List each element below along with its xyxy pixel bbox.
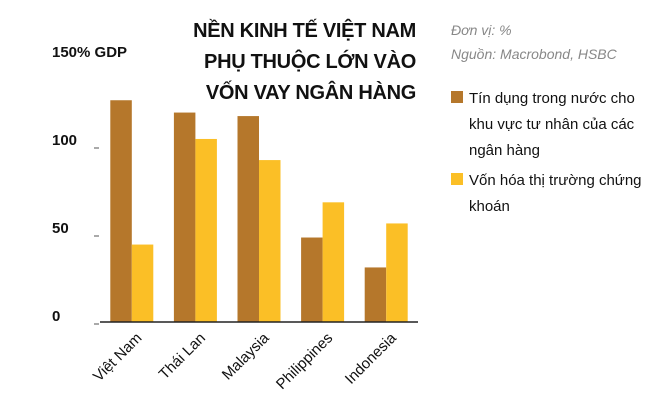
y-tick-label: 100	[52, 132, 77, 149]
x-tick-label: Thái Lan	[156, 330, 209, 383]
bar	[301, 237, 323, 322]
y-tick-label: 150% GDP	[52, 44, 127, 61]
bar	[110, 100, 132, 323]
y-tick-label: 50	[52, 220, 69, 237]
legend-swatch	[451, 173, 463, 185]
chart-title: NỀN KINH TẾ VIỆT NAM PHỤ THUỘC LỚN VÀO V…	[193, 20, 416, 104]
y-tick-label: 0	[52, 308, 60, 325]
bar	[364, 267, 387, 322]
x-tick-label: Indonesia	[342, 329, 400, 387]
legend-item: Vốn hóa thị trường chứng khoán	[451, 168, 651, 220]
x-tick-label: Philippines	[273, 330, 336, 393]
x-tick-label: Malaysia	[219, 329, 273, 383]
bar	[322, 202, 345, 322]
bar	[173, 112, 196, 322]
legend-swatch	[451, 91, 463, 103]
bar	[131, 244, 154, 322]
bar	[237, 116, 259, 322]
bar	[386, 223, 408, 322]
bar	[195, 138, 217, 322]
x-tick-label: Việt Nam	[90, 330, 145, 385]
bar	[259, 160, 281, 322]
unit-note: Đơn vị: %	[451, 22, 512, 38]
source-note: Nguồn: Macrobond, HSBC	[451, 46, 617, 62]
legend-item: Tín dụng trong nước cho khu vực tư nhân …	[451, 86, 651, 164]
legend-label: Vốn hóa thị trường chứng khoán	[469, 172, 642, 215]
legend-label: Tín dụng trong nước cho khu vực tư nhân …	[469, 90, 635, 159]
